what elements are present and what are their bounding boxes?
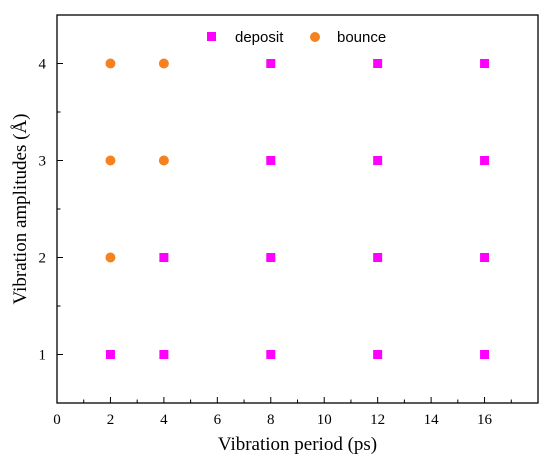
- data-point-bounce: [105, 252, 116, 263]
- legend: deposit bounce: [207, 29, 386, 46]
- y-axis-title: Vibration amplitudes (Å): [10, 114, 31, 305]
- data-point-bounce: [105, 58, 116, 69]
- y-tick-label: 1: [39, 348, 47, 364]
- x-tick-label: 6: [214, 412, 222, 428]
- legend-marker-deposit: [207, 32, 216, 41]
- data-point-deposit: [373, 156, 383, 165]
- data-point-deposit: [373, 253, 383, 262]
- y-tick-label: 2: [39, 251, 47, 267]
- data-point-bounce: [158, 58, 169, 69]
- legend-label-bounce: bounce: [337, 29, 386, 46]
- y-tick-label: 4: [39, 57, 47, 73]
- data-point-deposit: [159, 350, 169, 359]
- x-tick-label: 10: [317, 412, 332, 428]
- legend-label-deposit: deposit: [235, 29, 284, 46]
- data-point-deposit: [480, 350, 490, 359]
- x-tick-label: 4: [160, 412, 168, 428]
- data-point-deposit: [480, 156, 490, 165]
- points-layer: [105, 58, 490, 359]
- data-point-deposit: [266, 59, 276, 68]
- data-point-deposit: [266, 156, 276, 165]
- data-point-deposit: [159, 253, 169, 262]
- data-point-deposit: [266, 253, 276, 262]
- x-tick-label: 12: [370, 412, 385, 428]
- x-axis-title: Vibration period (ps): [218, 434, 377, 455]
- data-point-bounce: [105, 155, 116, 166]
- x-tick-label: 8: [267, 412, 275, 428]
- x-tick-label: 14: [424, 412, 440, 428]
- data-point-deposit: [266, 350, 276, 359]
- data-point-bounce: [158, 155, 169, 166]
- data-point-deposit: [373, 59, 383, 68]
- data-point-deposit: [373, 350, 383, 359]
- data-point-deposit: [105, 350, 115, 359]
- x-tick-label: 16: [477, 412, 493, 428]
- data-point-deposit: [480, 253, 490, 262]
- data-point-deposit: [480, 59, 490, 68]
- x-tick-label: 2: [107, 412, 115, 428]
- y-tick-label: 3: [39, 154, 47, 170]
- plot-frame: [56, 14, 539, 404]
- x-tick-label: 0: [53, 412, 61, 428]
- legend-marker-bounce: [310, 32, 320, 42]
